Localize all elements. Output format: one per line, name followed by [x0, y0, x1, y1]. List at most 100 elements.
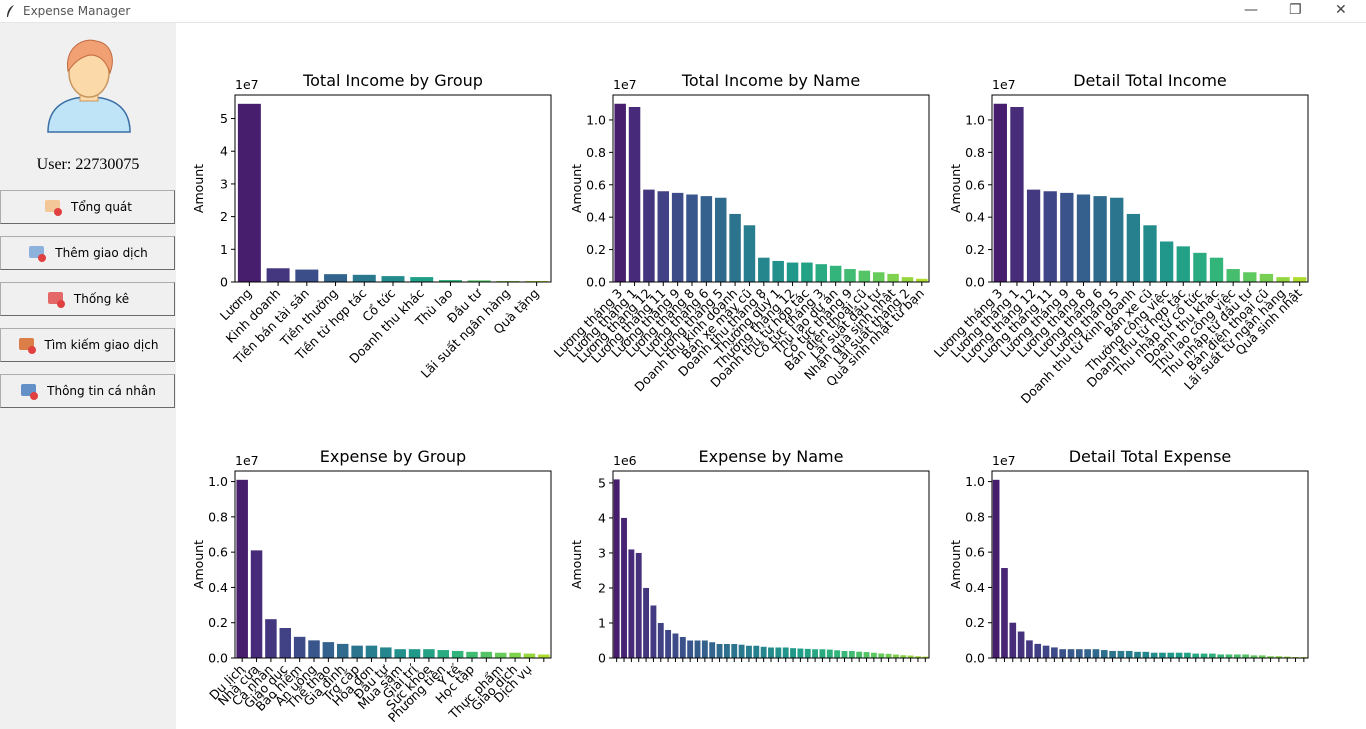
axes-frame — [234, 94, 552, 283]
button-icon — [21, 384, 39, 400]
button-label: Thống kê — [73, 292, 130, 306]
window-title: Expense Manager — [23, 4, 131, 18]
nav-button[interactable]: Thông tin cá nhân — [0, 374, 175, 408]
bar — [408, 649, 421, 658]
axes-frame — [612, 470, 930, 659]
y-axis-label: Amount — [948, 540, 963, 589]
bar — [1100, 650, 1108, 658]
bar — [635, 552, 642, 658]
bar — [731, 643, 738, 658]
bar — [701, 640, 708, 658]
bar — [1176, 246, 1190, 282]
chart-title: Expense by Name — [699, 447, 844, 466]
bar — [1043, 191, 1057, 282]
bar — [423, 649, 435, 658]
button-label: Tìm kiếm giao dịch — [44, 338, 159, 352]
button-icon — [29, 246, 47, 262]
bar — [1143, 225, 1157, 282]
y-tick-label: 0.6 — [208, 545, 228, 560]
bar — [1009, 622, 1017, 658]
minimize-button[interactable]: — — [1244, 2, 1258, 18]
bar — [437, 650, 450, 658]
bar — [381, 276, 405, 282]
bar — [892, 654, 899, 658]
bar — [1283, 656, 1291, 658]
nav-button[interactable]: Thống kê — [0, 282, 175, 316]
bar — [772, 260, 784, 282]
y-axis-label: Amount — [191, 164, 206, 213]
y-tick-label: 3 — [598, 545, 606, 560]
bar — [410, 277, 434, 282]
bar — [1193, 252, 1207, 282]
bar — [665, 629, 672, 658]
close-button[interactable]: ✕ — [1335, 2, 1347, 18]
bar — [709, 642, 716, 658]
bar — [746, 645, 752, 658]
title-bar: Expense Manager — ❐ ✕ — [0, 0, 1366, 23]
y-tick-label: 0.6 — [586, 177, 606, 192]
y-axis-label: Amount — [569, 540, 584, 589]
bar — [1243, 272, 1257, 282]
bar — [1010, 106, 1024, 282]
bar — [841, 650, 848, 658]
y-tick-label: 0 — [220, 275, 228, 290]
bar — [834, 650, 841, 658]
y-tick-label: 0.4 — [208, 580, 228, 595]
bar — [729, 213, 741, 282]
bar — [738, 644, 745, 658]
bar — [753, 645, 760, 658]
bar — [858, 270, 871, 282]
bar — [523, 653, 536, 658]
bar — [1258, 655, 1266, 658]
y-tick-label: 0.2 — [208, 615, 228, 630]
bar — [324, 274, 348, 282]
bar — [1200, 653, 1208, 658]
bar — [782, 647, 789, 658]
app-icon — [7, 5, 14, 17]
bar — [700, 196, 713, 282]
nav-button[interactable]: Tổng quát — [0, 190, 175, 224]
chart-title: Detail Total Expense — [1069, 447, 1232, 466]
bar — [1259, 273, 1274, 282]
bar — [438, 280, 462, 282]
bar — [352, 274, 376, 282]
button-label: Thêm giao dịch — [55, 246, 148, 260]
bar — [295, 269, 319, 282]
bar — [815, 264, 828, 282]
bar — [775, 647, 782, 658]
y-tick-label: 1.0 — [965, 474, 985, 489]
bar — [1209, 257, 1224, 282]
bar — [872, 272, 885, 282]
bar — [1026, 640, 1033, 658]
avatar — [47, 39, 131, 133]
bar — [250, 550, 263, 658]
bar — [236, 479, 248, 658]
y-tick-label: 5 — [598, 475, 606, 490]
offset-text: 1e7 — [992, 453, 1016, 468]
bar — [1175, 652, 1183, 658]
bar — [1059, 649, 1067, 658]
offset-text: 1e7 — [613, 77, 637, 92]
nav-button[interactable]: Thêm giao dịch — [0, 236, 175, 270]
y-tick-label: 0.0 — [208, 651, 228, 666]
y-tick-label: 1.0 — [586, 112, 606, 127]
bar — [1026, 189, 1041, 282]
nav-button[interactable]: Tìm kiếm giao dịch — [0, 328, 175, 362]
offset-text: 1e6 — [613, 453, 637, 468]
bar — [993, 103, 1007, 283]
maximize-button[interactable]: ❐ — [1289, 2, 1302, 18]
bar — [915, 656, 921, 658]
bar — [466, 651, 478, 658]
y-tick-label: 4 — [598, 510, 606, 525]
bar — [1225, 654, 1233, 658]
bar — [643, 587, 650, 658]
bar — [650, 605, 657, 658]
bar — [812, 649, 819, 658]
bar — [878, 653, 885, 658]
bar — [265, 619, 277, 658]
bar — [826, 649, 833, 658]
y-tick-label: 0.0 — [965, 651, 985, 666]
bar — [365, 645, 378, 658]
bar — [870, 652, 877, 658]
bar — [901, 277, 914, 282]
